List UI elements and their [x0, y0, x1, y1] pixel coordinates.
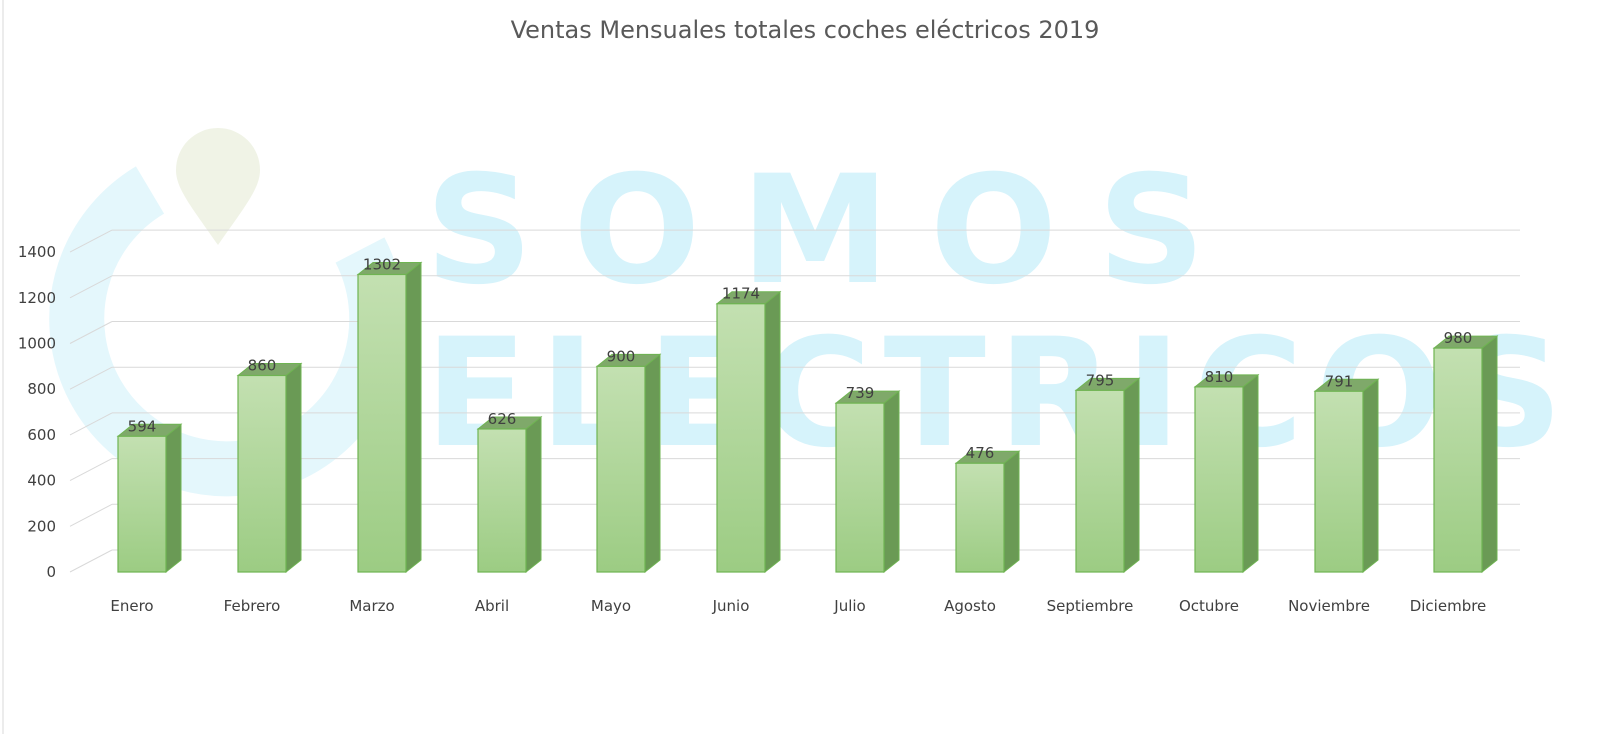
- gridline-diagonal: [69, 321, 113, 344]
- bar-side-face: [285, 362, 302, 574]
- x-axis-category-labels: Enero Febrero Marzo Abril Mayo Junio Julio Agos…: [110, 597, 1486, 615]
- bar: [715, 290, 782, 574]
- x-tick-label: Junio: [712, 597, 750, 615]
- bar-side-face: [1242, 373, 1259, 574]
- bar-front-face: [716, 303, 766, 573]
- bar-side-face: [764, 290, 781, 574]
- bar-front-face: [1314, 390, 1364, 573]
- bar-side-face: [405, 261, 422, 574]
- y-tick-label: 1400: [18, 243, 56, 261]
- bar-side-face: [1481, 335, 1498, 574]
- y-tick-label: 1000: [18, 335, 56, 353]
- bar-side-face: [1123, 377, 1140, 574]
- bar-side-face: [1362, 378, 1379, 574]
- bar: [476, 415, 543, 574]
- gridline-diagonal: [69, 549, 113, 573]
- chart-title: Ventas Mensuales totales coches eléctric…: [511, 16, 1100, 44]
- gridline-diagonal: [69, 366, 113, 390]
- bar: [1193, 373, 1260, 574]
- bar: [595, 353, 662, 574]
- y-tick-label: 0: [46, 563, 56, 581]
- x-tick-label: Diciembre: [1410, 597, 1487, 615]
- watermark-line1: SOMOS: [425, 144, 1245, 318]
- bar-front-face: [1433, 347, 1483, 573]
- bar: [236, 362, 303, 574]
- data-labels: 594 860 1302 626 900 1174 739 476 795 810 791 980: [128, 255, 1473, 462]
- x-tick-label: Julio: [833, 597, 865, 615]
- bar: [1074, 377, 1141, 574]
- bar-front-face: [1075, 389, 1125, 573]
- bar-front-face: [117, 435, 167, 573]
- bar-front-face: [237, 374, 287, 573]
- bar-side-face: [1003, 450, 1020, 574]
- bar-front-face: [357, 273, 407, 573]
- gridlines: [69, 229, 1520, 573]
- data-label: 795: [1086, 371, 1115, 389]
- x-tick-label: Septiembre: [1047, 597, 1134, 615]
- x-tick-label: Octubre: [1179, 597, 1239, 615]
- bar: [834, 390, 901, 574]
- bar: [954, 450, 1021, 574]
- data-label: 900: [607, 347, 636, 365]
- gridline-diagonal: [69, 503, 113, 527]
- data-label: 739: [846, 384, 875, 402]
- gridline-diagonal: [69, 229, 113, 253]
- y-tick-label: 1200: [18, 289, 56, 307]
- data-label: 1174: [722, 285, 760, 303]
- x-tick-label: Enero: [110, 597, 153, 615]
- x-tick-label: Agosto: [944, 597, 996, 615]
- x-tick-label: Marzo: [349, 597, 394, 615]
- data-label: 1302: [363, 255, 401, 273]
- y-tick-label: 400: [27, 472, 56, 490]
- bar: [116, 423, 183, 574]
- data-label: 791: [1325, 372, 1354, 390]
- bar: [1313, 378, 1380, 574]
- data-label: 860: [248, 356, 277, 374]
- x-tick-label: Noviembre: [1288, 597, 1370, 615]
- bar: [1432, 335, 1499, 574]
- bar: [356, 261, 423, 574]
- y-axis-tick-labels: 0 200 400 600 800 1000 1200 1400: [18, 243, 56, 581]
- data-label: 810: [1205, 368, 1234, 386]
- data-label: 594: [128, 417, 157, 435]
- bars: [116, 261, 1499, 574]
- gridline-diagonal: [69, 412, 113, 436]
- y-tick-label: 600: [27, 426, 56, 444]
- bar-front-face: [596, 365, 646, 573]
- y-tick-label: 200: [27, 517, 56, 535]
- data-label: 980: [1444, 329, 1473, 347]
- bar-front-face: [835, 402, 885, 573]
- data-label: 476: [966, 444, 995, 462]
- x-tick-label: Mayo: [591, 597, 631, 615]
- bar-side-face: [883, 390, 900, 574]
- watermark-pin-icon: [176, 128, 260, 245]
- bar-side-face: [525, 415, 542, 574]
- bar-side-face: [165, 423, 182, 574]
- gridline-diagonal: [69, 458, 113, 482]
- gridline-diagonal: [69, 275, 113, 299]
- x-tick-label: Abril: [475, 597, 509, 615]
- bar-front-face: [955, 462, 1005, 573]
- bar-front-face: [1194, 386, 1244, 573]
- bar-side-face: [644, 353, 661, 574]
- y-tick-label: 800: [27, 380, 56, 398]
- bar-front-face: [477, 428, 527, 573]
- data-label: 626: [488, 410, 517, 428]
- x-tick-label: Febrero: [224, 597, 281, 615]
